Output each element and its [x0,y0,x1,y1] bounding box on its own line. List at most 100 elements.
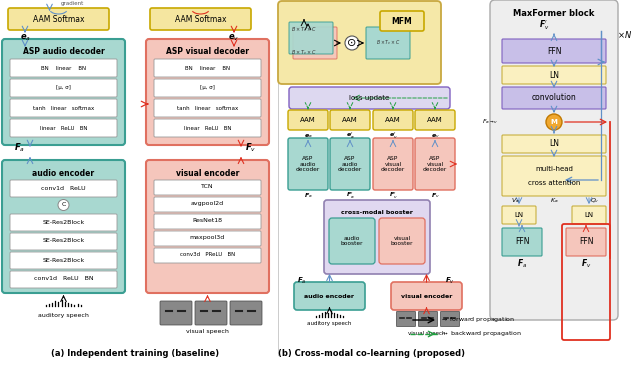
FancyBboxPatch shape [154,197,261,212]
Text: LN: LN [584,212,593,218]
Text: gradient: gradient [61,1,84,7]
Text: $\dashrightarrow$ backward propagation: $\dashrightarrow$ backward propagation [440,330,522,338]
FancyBboxPatch shape [329,218,375,264]
Text: $\boldsymbol{e}_a$: $\boldsymbol{e}_a$ [19,33,31,43]
Text: $\boldsymbol{F}_v'$: $\boldsymbol{F}_v'$ [539,18,549,32]
Text: TCN: TCN [201,185,214,189]
Text: convolution: convolution [532,94,577,102]
Text: tanh   linear   softmax: tanh linear softmax [177,105,238,110]
FancyBboxPatch shape [288,138,328,190]
Text: $\boldsymbol{e}_a$: $\boldsymbol{e}_a$ [303,132,312,140]
FancyBboxPatch shape [10,252,117,269]
Text: $\boldsymbol{F}_v$: $\boldsymbol{F}_v$ [431,192,440,200]
FancyBboxPatch shape [415,138,455,190]
FancyBboxPatch shape [10,119,117,137]
Text: auditory speech: auditory speech [307,321,352,327]
FancyBboxPatch shape [502,87,606,109]
FancyBboxPatch shape [10,214,117,231]
FancyBboxPatch shape [415,110,455,130]
FancyBboxPatch shape [379,218,425,264]
FancyBboxPatch shape [10,79,117,97]
Text: audio encoder: audio encoder [305,294,355,298]
FancyBboxPatch shape [380,11,424,31]
FancyBboxPatch shape [294,282,365,310]
Text: SE-Res2Block: SE-Res2Block [42,239,84,243]
Text: visual speech: visual speech [408,331,445,337]
FancyBboxPatch shape [10,271,117,288]
Text: $V_a$: $V_a$ [511,197,519,206]
Text: $\times N$: $\times N$ [618,29,632,40]
FancyBboxPatch shape [330,110,370,130]
Text: AAM: AAM [342,117,358,123]
FancyBboxPatch shape [230,301,262,325]
FancyBboxPatch shape [330,138,370,190]
FancyBboxPatch shape [502,66,606,84]
FancyBboxPatch shape [10,180,117,197]
Text: (b) Cross-modal co-learning (proposed): (b) Cross-modal co-learning (proposed) [278,349,465,357]
Text: ASP visual decoder: ASP visual decoder [166,47,249,57]
FancyBboxPatch shape [10,233,117,250]
Text: $K_a$: $K_a$ [550,197,558,206]
Text: loss update: loss update [349,95,390,101]
Text: ASP audio decoder: ASP audio decoder [22,47,104,57]
Text: ASP
visual
decoder: ASP visual decoder [423,156,447,172]
Text: $\boldsymbol{e}_a'$: $\boldsymbol{e}_a'$ [346,131,355,141]
Text: AAM: AAM [300,117,316,123]
Text: auditory speech: auditory speech [38,313,89,319]
Text: tanh   linear   softmax: tanh linear softmax [33,105,94,110]
FancyBboxPatch shape [154,231,261,246]
Text: ASP
audio
decoder: ASP audio decoder [338,156,362,172]
Text: MFM: MFM [392,17,412,25]
Text: maxpool3d: maxpool3d [190,236,225,240]
FancyBboxPatch shape [397,312,415,327]
Text: FFN: FFN [579,237,593,247]
Text: $\boldsymbol{F}_v'$: $\boldsymbol{F}_v'$ [388,191,397,201]
Text: BN    linear    BN: BN linear BN [41,65,86,70]
Text: conv1d   ReLU   BN: conv1d ReLU BN [34,276,93,281]
FancyBboxPatch shape [502,156,606,196]
Text: $\rightarrow$ forward propagation: $\rightarrow$ forward propagation [440,316,515,324]
Text: $\boldsymbol{F}_a$: $\boldsymbol{F}_a$ [517,258,527,270]
Text: visual
booster: visual booster [391,236,413,246]
FancyBboxPatch shape [154,79,261,97]
FancyBboxPatch shape [502,206,536,224]
Text: FFN: FFN [515,237,529,247]
Text: $\boldsymbol{F}_a$: $\boldsymbol{F}_a$ [303,192,312,200]
FancyBboxPatch shape [154,214,261,229]
FancyBboxPatch shape [288,110,328,130]
FancyBboxPatch shape [440,312,460,327]
Text: avgpool2d: avgpool2d [191,201,224,207]
Text: multi-head: multi-head [535,166,573,172]
Text: conv3d   PReLU   BN: conv3d PReLU BN [180,252,235,258]
Text: ResNet18: ResNet18 [193,218,223,224]
Text: SE-Res2Block: SE-Res2Block [42,258,84,262]
Text: [μ, σ]: [μ, σ] [56,86,71,91]
Text: [μ, σ]: [μ, σ] [200,86,215,91]
FancyBboxPatch shape [502,135,606,153]
Text: AAM Softmax: AAM Softmax [33,15,84,23]
Text: linear   ReLU   BN: linear ReLU BN [184,126,231,131]
Text: SE-Res2Block: SE-Res2Block [42,219,84,225]
Text: FFN: FFN [547,47,561,55]
Text: LN: LN [549,139,559,149]
Text: (a) Independent training (baseline): (a) Independent training (baseline) [51,349,220,357]
Text: AAM: AAM [385,117,401,123]
FancyBboxPatch shape [2,160,125,293]
Text: AAM: AAM [427,117,443,123]
Circle shape [546,114,562,130]
Text: ⊙: ⊙ [348,38,356,48]
FancyBboxPatch shape [146,39,269,145]
Text: AAM Softmax: AAM Softmax [175,15,227,23]
Text: LN: LN [549,70,559,80]
Text: cross attention: cross attention [528,180,580,186]
FancyBboxPatch shape [566,228,606,256]
Text: cross-modal booster: cross-modal booster [341,211,413,215]
FancyBboxPatch shape [293,27,337,59]
Text: $\boldsymbol{F}_v$: $\boldsymbol{F}_v$ [580,258,591,270]
Text: $\boldsymbol{F}_a$: $\boldsymbol{F}_a$ [15,142,26,154]
Text: visual speech: visual speech [186,330,229,334]
FancyBboxPatch shape [10,99,117,117]
Text: linear   ReLU   BN: linear ReLU BN [40,126,87,131]
FancyBboxPatch shape [490,0,618,320]
Text: $\boldsymbol{e}_v'$: $\boldsymbol{e}_v'$ [388,131,397,141]
